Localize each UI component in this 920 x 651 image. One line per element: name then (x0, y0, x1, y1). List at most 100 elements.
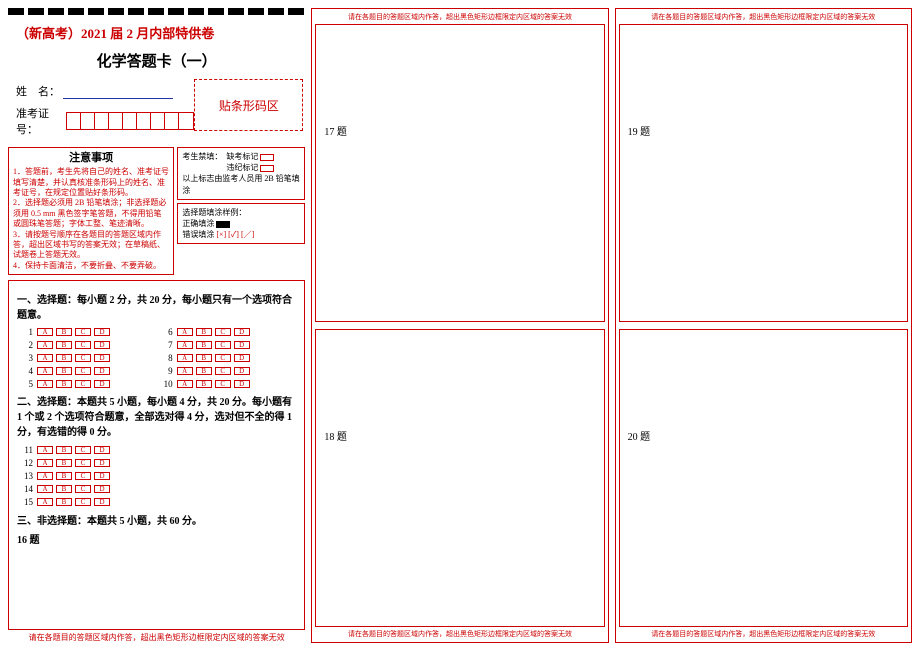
subject-title: 化学答题卡（一） (8, 50, 305, 71)
bubble-A[interactable]: A (37, 485, 53, 493)
bubble-C[interactable]: C (75, 498, 91, 506)
bubble-B[interactable]: B (56, 328, 72, 336)
section1-heading: 一、选择题：每小题 2 分，共 20 分，每小题只有一个选项符合题意。 (17, 291, 296, 321)
bubble-B[interactable]: B (56, 380, 72, 388)
candidate-ban-box: 考生禁填： 缺考标记 考生禁填： 违纪标记 以上标志由监考人员用 2B 铅笔填涂 (177, 147, 305, 200)
bubble-row: 14 ABCD (17, 483, 296, 495)
bubble-A[interactable]: A (37, 354, 53, 362)
bubble-C[interactable]: C (75, 354, 91, 362)
bubble-row: 15ABCD (17, 496, 296, 508)
bubble-A[interactable]: A (37, 472, 53, 480)
correct-fill: 正确填涂 (182, 219, 214, 228)
q-number: 6 (157, 327, 173, 337)
bubble-C[interactable]: C (215, 354, 231, 362)
q17-box[interactable]: 17 题 (315, 24, 604, 322)
col3-bottom-warn: 请在各题目的答题区域内作答，超出黑色矩形边框限定内区域的答案无效 (619, 629, 908, 639)
bubble-A[interactable]: A (177, 341, 193, 349)
q-number: 13 (17, 471, 33, 481)
section2-heading: 二、选择题：本题共 5 小题，每小题 4 分，共 20 分。每小题有 1 个或 … (17, 395, 296, 440)
bubble-B[interactable]: B (196, 367, 212, 375)
bubble-D[interactable]: D (94, 498, 110, 506)
bubble-A[interactable]: A (37, 367, 53, 375)
q-number: 10 (157, 379, 173, 389)
bubble-A[interactable]: A (37, 446, 53, 454)
answer-sheet: （新高考）2021 届 2 月内部特供卷 化学答题卡（一） 姓 名： 准考证号： (0, 0, 920, 651)
bubble-row: 1ABCD (17, 326, 157, 338)
admit-label: 准考证号： (16, 105, 62, 137)
correct-example (216, 221, 230, 228)
bubble-B[interactable]: B (196, 341, 212, 349)
section3-heading: 三、非选择题：本题共 5 小题，共 60 分。 (17, 512, 296, 527)
q-number: 2 (17, 340, 33, 350)
bubble-C[interactable]: C (215, 367, 231, 375)
bubble-A[interactable]: A (37, 459, 53, 467)
bubble-A[interactable]: A (177, 328, 193, 336)
bubble-D[interactable]: D (94, 367, 110, 375)
bubble-C[interactable]: C (215, 380, 231, 388)
bubble-B[interactable]: B (56, 498, 72, 506)
bubble-D[interactable]: D (234, 380, 250, 388)
q-number: 14 (17, 484, 33, 494)
bubble-C[interactable]: C (75, 367, 91, 375)
bubble-D[interactable]: D (94, 485, 110, 493)
bubble-D[interactable]: D (94, 380, 110, 388)
column-2: 请在各题目的答题区域内作答，超出黑色矩形边框限定内区域的答案无效 17 题 18… (311, 8, 608, 643)
q20-box[interactable]: 20 题 (619, 329, 908, 627)
bubble-C[interactable]: C (215, 341, 231, 349)
bubble-C[interactable]: C (75, 446, 91, 454)
bubble-D[interactable]: D (94, 354, 110, 362)
bubble-B[interactable]: B (56, 354, 72, 362)
absent-mark[interactable] (260, 154, 274, 161)
bubble-B[interactable]: B (196, 380, 212, 388)
q-number: 4 (17, 366, 33, 376)
bubble-C[interactable]: C (75, 341, 91, 349)
column-1: （新高考）2021 届 2 月内部特供卷 化学答题卡（一） 姓 名： 准考证号： (8, 8, 305, 643)
bubble-A[interactable]: A (177, 367, 193, 375)
notice-item: 1．答题前，考生先将自己的姓名、准考证号填写清楚，并认真核准条形码上的姓名、准考… (13, 167, 169, 198)
bubble-D[interactable]: D (94, 459, 110, 467)
bubble-D[interactable]: D (234, 354, 250, 362)
barcode-area: 贴条形码区 (194, 79, 303, 131)
bubble-D[interactable]: D (94, 446, 110, 454)
bubble-B[interactable]: B (196, 354, 212, 362)
bubble-C[interactable]: C (215, 328, 231, 336)
bubble-A[interactable]: A (177, 354, 193, 362)
q18-box[interactable]: 18 题 (315, 329, 604, 627)
bubble-B[interactable]: B (56, 341, 72, 349)
bubble-D[interactable]: D (94, 328, 110, 336)
bubble-D[interactable]: D (234, 341, 250, 349)
bubble-B[interactable]: B (56, 485, 72, 493)
admit-grid[interactable] (66, 112, 194, 130)
notice-item: 2．选择题必须用 2B 铅笔填涂；非选择题必须用 0.5 mm 黑色签字笔答题，… (13, 198, 169, 229)
q17-label: 17 题 (324, 123, 595, 138)
bubble-row: 6ABCD (157, 326, 297, 338)
bubble-B[interactable]: B (196, 328, 212, 336)
bubble-C[interactable]: C (75, 472, 91, 480)
bubble-B[interactable]: B (56, 459, 72, 467)
violation-label: 违纪标记 (226, 163, 258, 172)
bubble-A[interactable]: A (37, 380, 53, 388)
bubble-A[interactable]: A (177, 380, 193, 388)
violation-mark[interactable] (260, 165, 274, 172)
bubble-row: 4ABCD (17, 365, 157, 377)
bubble-C[interactable]: C (75, 380, 91, 388)
bubble-B[interactable]: B (56, 446, 72, 454)
bubble-D[interactable]: D (94, 472, 110, 480)
bubble-A[interactable]: A (37, 498, 53, 506)
ban-title: 考生禁填： (182, 152, 222, 161)
name-field[interactable] (63, 98, 173, 99)
bubble-B[interactable]: B (56, 367, 72, 375)
bubble-D[interactable]: D (234, 367, 250, 375)
notice-item: 3．请按题号顺序在各题目的答题区域内作答，超出区域书写的答案无效；在草稿纸、试题… (13, 230, 169, 261)
bubble-row: 5ABCD (17, 378, 157, 390)
bubble-D[interactable]: D (94, 341, 110, 349)
bubble-C[interactable]: C (75, 328, 91, 336)
bubble-C[interactable]: C (75, 459, 91, 467)
bubble-A[interactable]: A (37, 341, 53, 349)
q19-box[interactable]: 19 题 (619, 24, 908, 322)
bubble-A[interactable]: A (37, 328, 53, 336)
bubble-B[interactable]: B (56, 472, 72, 480)
ban-note: 以上标志由监考人员用 2B 铅笔填涂 (182, 174, 299, 194)
bubble-C[interactable]: C (75, 485, 91, 493)
bubble-D[interactable]: D (234, 328, 250, 336)
